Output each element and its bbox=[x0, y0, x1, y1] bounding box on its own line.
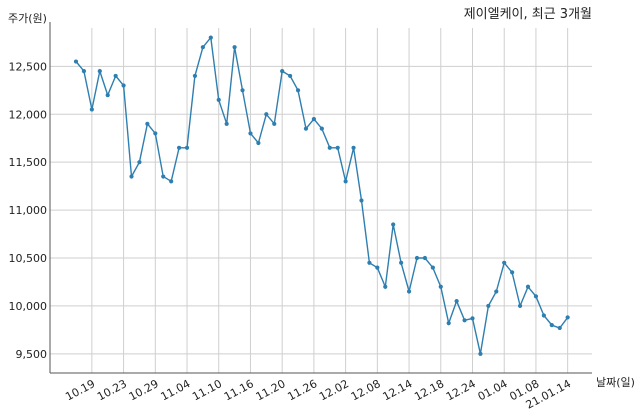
data-point bbox=[327, 145, 332, 150]
data-point bbox=[272, 121, 277, 126]
data-point bbox=[240, 88, 245, 93]
x-tick-label: 11.26 bbox=[285, 377, 319, 403]
data-point bbox=[422, 255, 428, 261]
data-point bbox=[406, 289, 412, 294]
data-point bbox=[414, 255, 420, 261]
data-point bbox=[288, 73, 293, 79]
data-point bbox=[399, 260, 404, 265]
data-point bbox=[510, 270, 515, 275]
data-point bbox=[502, 260, 507, 265]
data-point bbox=[280, 69, 285, 74]
data-point bbox=[232, 45, 237, 50]
data-point bbox=[565, 315, 570, 320]
data-point bbox=[200, 45, 205, 50]
y-tick-label: 9,500 bbox=[16, 348, 48, 361]
data-point bbox=[169, 179, 174, 184]
x-tick-label: 11.16 bbox=[222, 377, 256, 403]
data-point bbox=[525, 284, 531, 289]
data-point bbox=[161, 174, 166, 179]
data-point bbox=[454, 299, 459, 304]
data-point bbox=[248, 131, 253, 136]
y-tick-labels: 9,500 10,000 10,500 11,000 11,500 12,000 12,50… bbox=[9, 60, 48, 361]
x-tick-label: 10.19 bbox=[63, 377, 97, 403]
x-tick-label: 11.10 bbox=[190, 377, 224, 403]
data-point bbox=[208, 35, 213, 40]
x-tick-label: 12.18 bbox=[412, 377, 446, 403]
data-point bbox=[430, 265, 435, 270]
data-point bbox=[319, 126, 324, 131]
data-point bbox=[295, 88, 301, 93]
y-tick-label: 10,500 bbox=[9, 252, 48, 265]
y-tick-label: 11,500 bbox=[9, 156, 48, 169]
chart-title: 제이엘케이, 최근 3개월 bbox=[464, 7, 592, 22]
data-point bbox=[129, 174, 134, 179]
price-series bbox=[73, 35, 570, 356]
data-point bbox=[105, 92, 110, 98]
x-tick-label: 12.08 bbox=[349, 377, 383, 403]
data-point bbox=[343, 179, 348, 184]
y-tick-label: 11,000 bbox=[9, 204, 48, 217]
x-tick-label: 12.02 bbox=[317, 377, 351, 403]
x-tick-label: 10.23 bbox=[95, 377, 129, 403]
data-point bbox=[375, 265, 380, 270]
data-point bbox=[351, 145, 356, 150]
data-point bbox=[383, 284, 388, 289]
x-axis-title: 날짜(일) bbox=[596, 375, 635, 389]
data-point bbox=[145, 121, 150, 126]
data-point bbox=[192, 73, 198, 79]
x-tick-labels: 10.1910.2310.2911.0411.1011.1611.2011.26… bbox=[63, 377, 573, 411]
data-point bbox=[264, 112, 269, 117]
y-tick-label: 12,000 bbox=[9, 108, 48, 121]
data-point bbox=[533, 294, 539, 299]
data-point bbox=[335, 145, 340, 150]
data-point bbox=[391, 222, 396, 227]
data-point bbox=[478, 351, 483, 356]
x-tick-label: 11.04 bbox=[159, 377, 193, 403]
data-point bbox=[311, 116, 316, 122]
data-point bbox=[89, 107, 94, 112]
y-tick-label: 12,500 bbox=[9, 60, 48, 73]
data-point bbox=[97, 69, 102, 74]
data-point bbox=[81, 69, 87, 74]
data-point bbox=[224, 121, 229, 126]
data-point bbox=[137, 160, 142, 165]
x-tick-label: 01.04 bbox=[476, 377, 510, 403]
data-point bbox=[486, 303, 491, 309]
data-point bbox=[73, 59, 79, 64]
data-point bbox=[517, 303, 523, 309]
gridlines bbox=[50, 28, 592, 373]
x-tick-label: 10.29 bbox=[127, 377, 161, 403]
data-point bbox=[541, 313, 546, 318]
x-tick-label: 11.20 bbox=[254, 377, 288, 403]
data-point bbox=[216, 97, 221, 102]
data-point bbox=[446, 321, 451, 326]
data-point bbox=[438, 284, 443, 289]
x-tick-label: 12.14 bbox=[381, 377, 415, 403]
axes bbox=[49, 22, 592, 374]
y-tick-label: 10,000 bbox=[9, 300, 48, 313]
data-point bbox=[113, 73, 118, 79]
data-point bbox=[303, 126, 309, 131]
data-point bbox=[462, 318, 467, 323]
data-point bbox=[184, 145, 190, 150]
data-point bbox=[359, 198, 364, 203]
data-point bbox=[121, 83, 126, 88]
data-point bbox=[176, 145, 182, 150]
y-axis-title: 주가(원) bbox=[8, 12, 47, 25]
data-point bbox=[367, 260, 372, 265]
data-point bbox=[557, 325, 562, 331]
data-point bbox=[470, 316, 475, 321]
data-point bbox=[153, 131, 158, 136]
data-point bbox=[549, 322, 554, 328]
x-tick-label: 12.24 bbox=[444, 377, 478, 403]
data-point bbox=[256, 140, 261, 146]
data-point bbox=[494, 289, 499, 294]
